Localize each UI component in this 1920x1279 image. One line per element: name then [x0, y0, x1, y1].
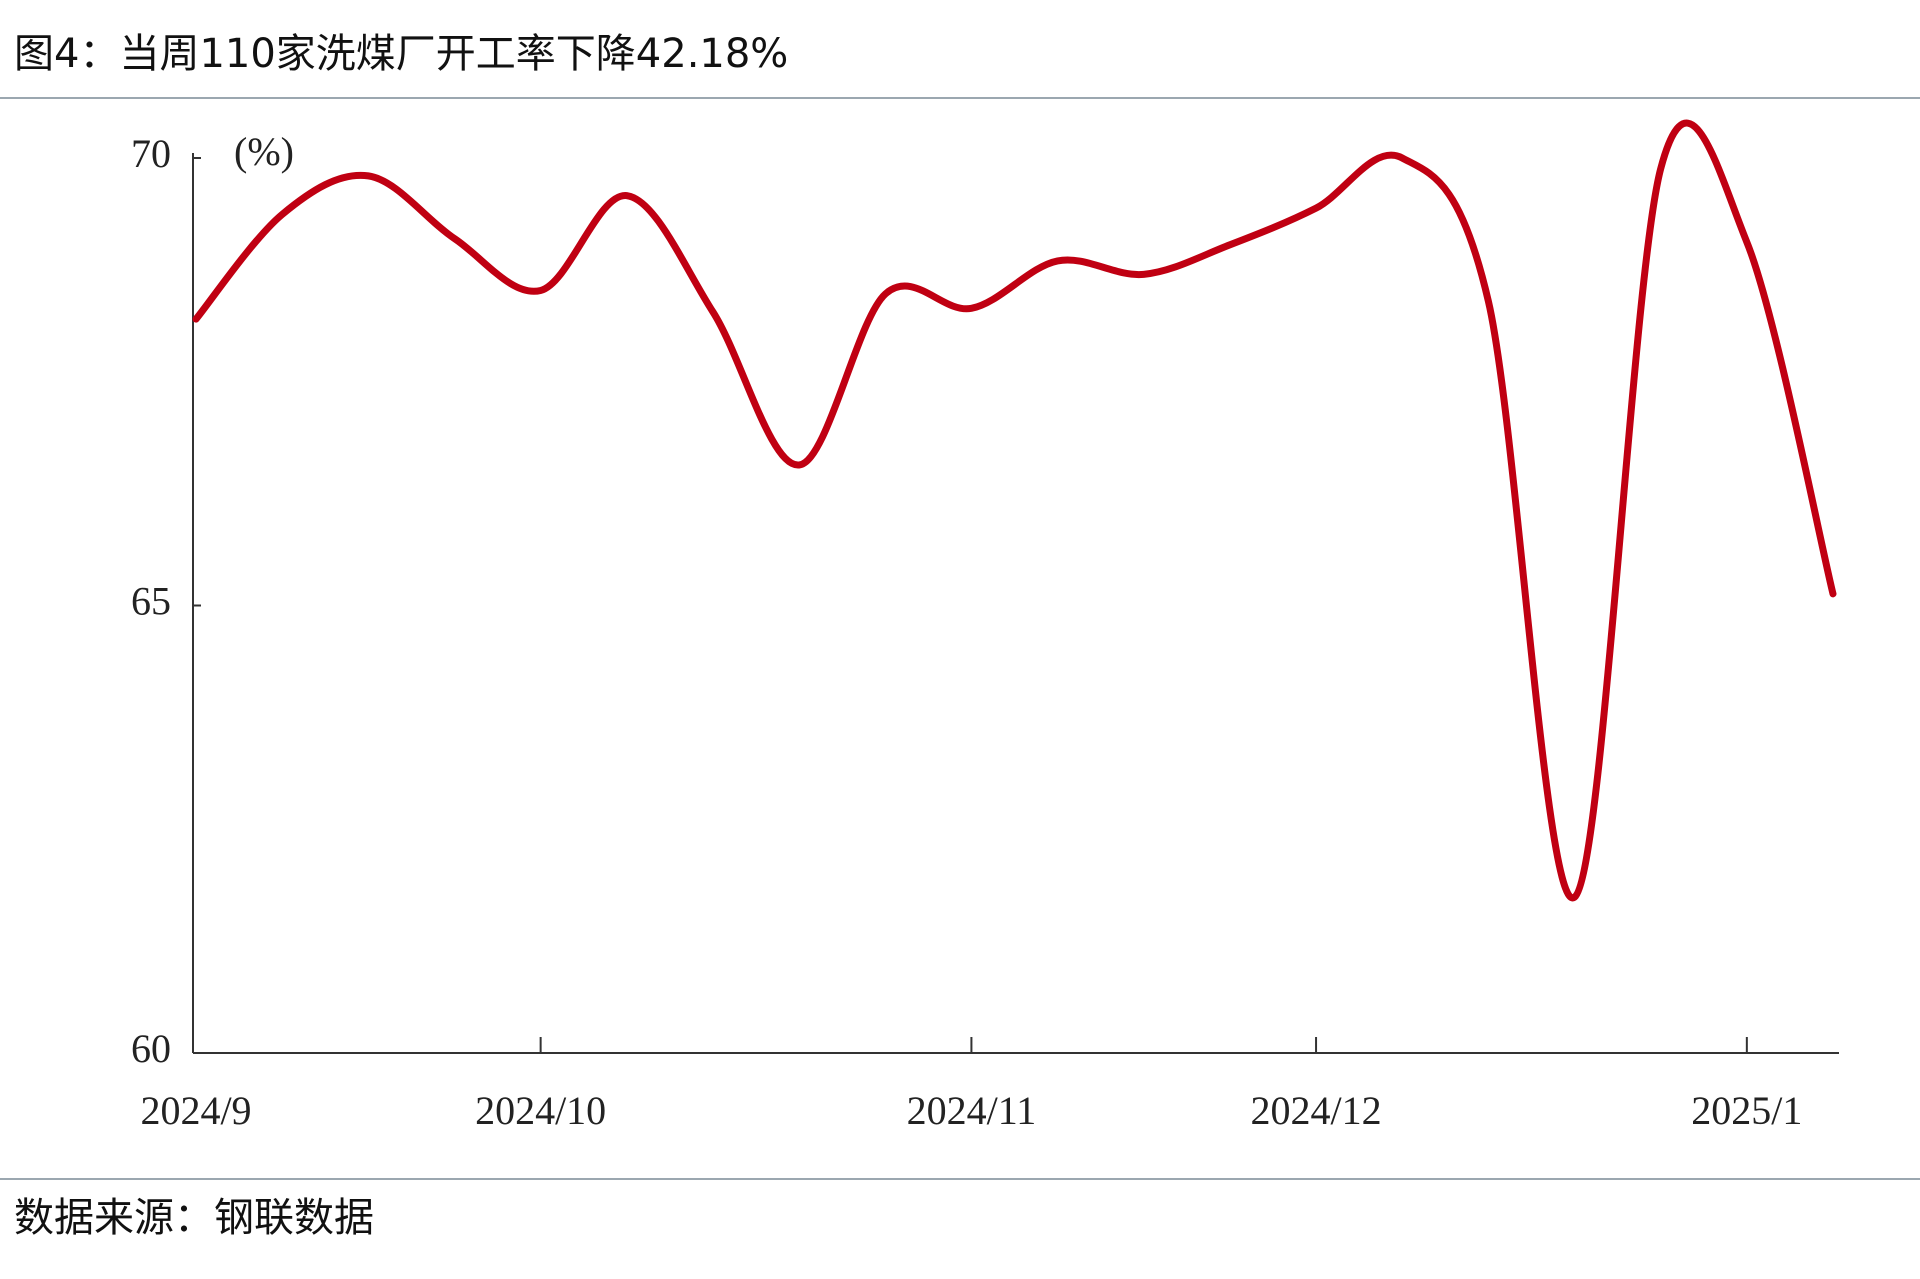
y-tick-label: 70: [131, 131, 171, 176]
chart-title: 图4：当周110家洗煤厂开工率下降42.18%: [14, 31, 788, 77]
x-tick-label: 2025/1: [1691, 1088, 1802, 1133]
data-line: [192, 119, 1837, 902]
x-tick-label: 2024/9: [140, 1088, 251, 1133]
y-tick-label: 60: [131, 1026, 171, 1071]
x-tick-label: 2024/11: [907, 1088, 1037, 1133]
x-tick-label: 2024/10: [475, 1088, 606, 1133]
y-axis-label: (%): [234, 129, 294, 174]
x-tick-label: 2024/12: [1250, 1088, 1381, 1133]
y-tick-label: 65: [131, 579, 171, 624]
source: 数据来源：钢联数据: [14, 1195, 374, 1241]
